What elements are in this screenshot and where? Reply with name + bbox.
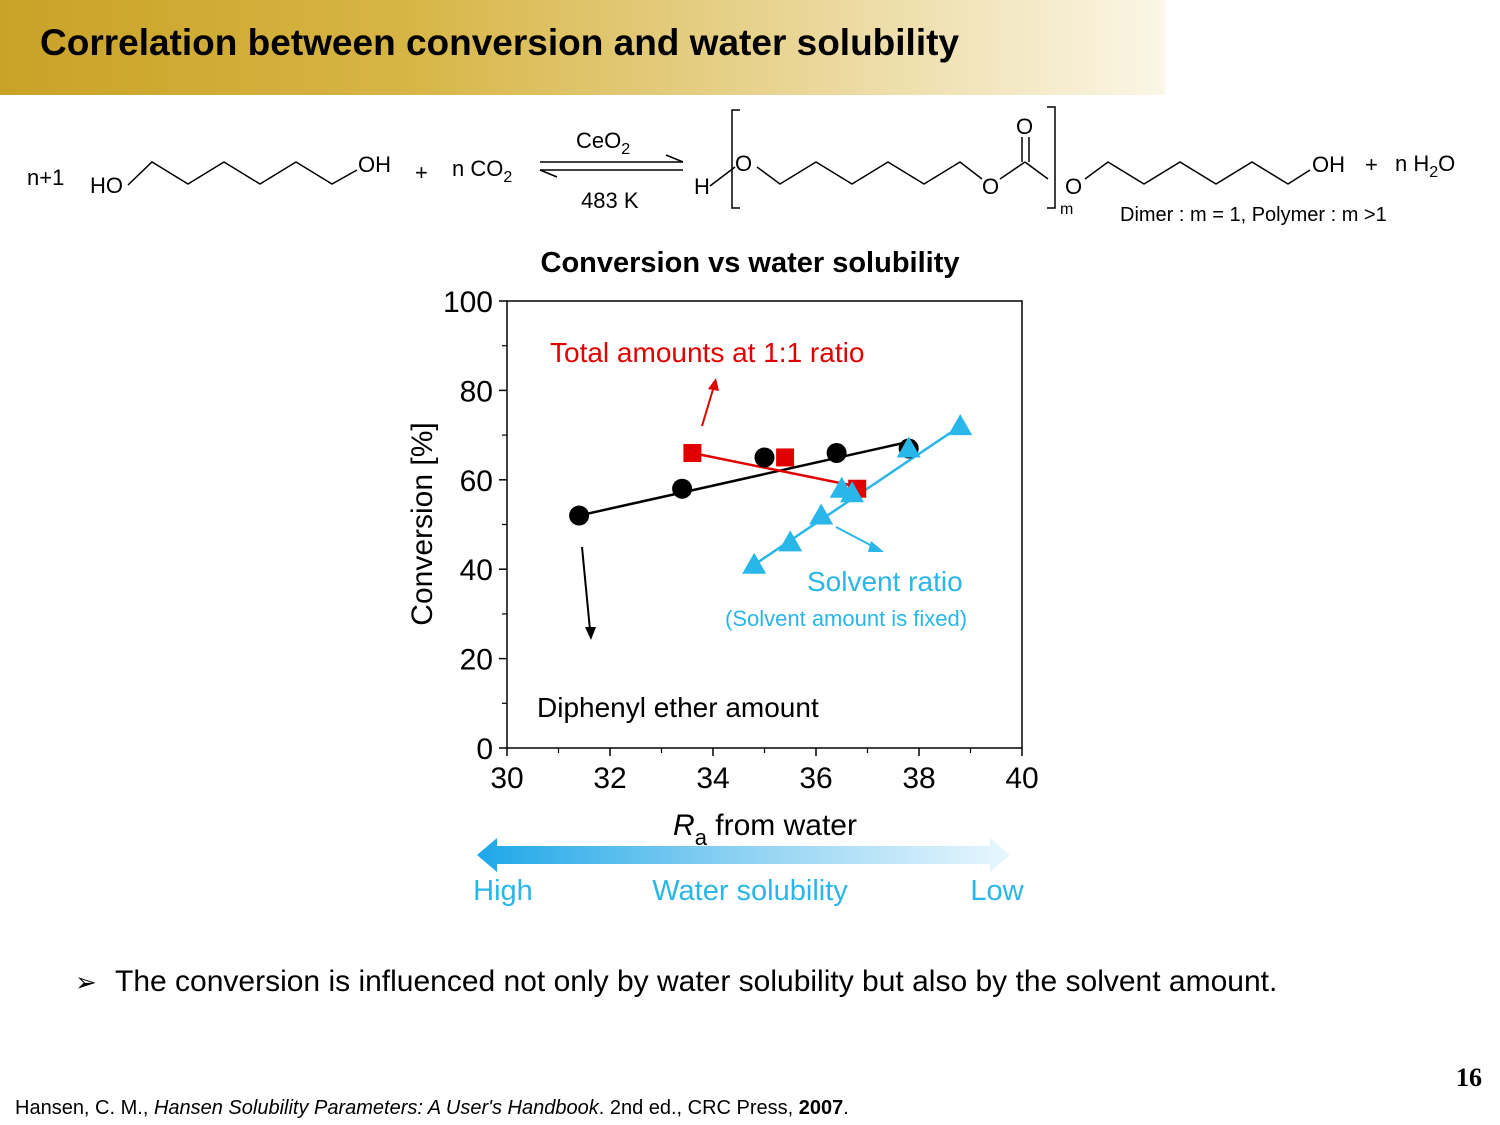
hexanediol-chain xyxy=(127,161,358,186)
chart-title: Conversion vs water solubility xyxy=(541,247,960,279)
total-point xyxy=(683,443,702,462)
reaction-scheme: n+1 HO OH + n CO2 CeO2 483 K H O O O m O… xyxy=(27,106,1455,226)
diphenyl-point xyxy=(672,478,693,499)
total-point xyxy=(776,448,795,467)
carbonate-chain xyxy=(756,161,983,185)
hexyl-chain xyxy=(1084,161,1311,185)
oh-end-label: OH xyxy=(1312,152,1345,177)
high-label: High xyxy=(473,875,533,907)
conclusion-bullet: ➢ The conversion is influenced not only b… xyxy=(75,965,1277,999)
solubility-scale: High Water solubility Low xyxy=(473,838,1025,907)
title-bar: Correlation between conversion and water… xyxy=(0,0,1165,95)
y-tick-label: 100 xyxy=(443,286,493,319)
reference-book: Hansen Solubility Parameters: A User's H… xyxy=(153,1097,599,1119)
plus-sign-2: + xyxy=(1365,152,1378,177)
y-tick-label: 20 xyxy=(460,644,493,677)
diphenyl-arrow-line xyxy=(581,546,591,631)
o-c-bond xyxy=(999,161,1026,180)
reference-end: . xyxy=(843,1097,849,1119)
y-tick-label: 40 xyxy=(460,554,493,587)
plot-frame xyxy=(506,300,1023,749)
o-label-2: O xyxy=(982,174,999,199)
h-end-label: H xyxy=(694,174,710,199)
diphenyl-arrow-head xyxy=(585,627,596,640)
forward-arrow-head xyxy=(665,154,684,163)
oh-label: OH xyxy=(358,152,391,177)
x-tick-label: 36 xyxy=(799,762,832,795)
total-fit-line xyxy=(692,451,858,488)
o-label-3: O xyxy=(1065,174,1082,199)
plus-sign-1: + xyxy=(415,160,428,185)
solvent-ratio-annotation: Solvent ratio xyxy=(807,566,963,597)
data-markers xyxy=(569,414,973,574)
x-tick-label: 30 xyxy=(490,762,523,795)
x-tick-label: 32 xyxy=(593,762,626,795)
y-tick-label: 80 xyxy=(460,375,493,408)
coef-n-plus-1: n+1 xyxy=(27,165,64,190)
backward-arrow-head xyxy=(539,169,558,178)
solvent-arrow-line xyxy=(835,526,877,549)
conversion-chart: Conversion vs water solubility 30 32 34 36 3… xyxy=(406,247,1039,850)
page-number: 16 xyxy=(1456,1063,1482,1092)
c-o-bond xyxy=(1024,161,1049,180)
diphenyl-fit-line xyxy=(578,440,909,517)
o-label-1: O xyxy=(735,151,752,176)
water-solubility-label: Water solubility xyxy=(652,875,848,907)
bracket-left xyxy=(731,109,740,209)
bracket-right xyxy=(1047,106,1056,209)
reference-year: 2007 xyxy=(798,1097,844,1119)
solubility-double-arrow xyxy=(477,838,1010,872)
total-amounts-annotation: Total amounts at 1:1 ratio xyxy=(550,337,864,368)
dimer-polymer-note: Dimer : m = 1, Polymer : m >1 xyxy=(1120,204,1387,226)
reference-details: . 2nd ed., CRC Press, xyxy=(598,1097,799,1119)
reference-authors: Hansen, C. M., xyxy=(15,1097,154,1119)
solvent-fixed-annotation: (Solvent amount is fixed) xyxy=(725,606,967,631)
solvent-point xyxy=(778,530,803,552)
total-arrow-line xyxy=(701,385,715,427)
diphenyl-point xyxy=(754,447,775,468)
diphenyl-annotation: Diphenyl ether amount xyxy=(537,692,819,723)
solvent-point xyxy=(809,503,834,525)
low-label: Low xyxy=(970,875,1024,907)
diphenyl-point xyxy=(569,505,590,526)
x-tick-label: 34 xyxy=(696,762,729,795)
axis-ticks: 30 32 34 36 38 40 0 20 40 60 80 100 xyxy=(443,286,1039,795)
y-tick-label: 60 xyxy=(460,465,493,498)
x-tick-label: 40 xyxy=(1005,762,1038,795)
temperature-label: 483 K xyxy=(581,188,639,213)
total-arrow-head xyxy=(708,378,719,391)
x-tick-label: 38 xyxy=(902,762,935,795)
solvent-point xyxy=(896,436,921,458)
solvent-point xyxy=(840,481,865,503)
h-o-bond xyxy=(709,166,736,187)
page-title: Correlation between conversion and water… xyxy=(40,22,960,63)
bullet-arrow-icon: ➢ xyxy=(75,967,97,997)
o-carbonyl-label: O xyxy=(1016,114,1033,139)
ho-label: HO xyxy=(90,173,123,198)
solvent-point xyxy=(948,414,973,436)
reference: Hansen, C. M., Hansen Solubility Paramet… xyxy=(15,1097,849,1120)
m-subscript: m xyxy=(1060,201,1073,218)
solvent-point xyxy=(742,552,767,574)
diphenyl-point xyxy=(826,442,847,463)
y-axis-label: Conversion [%] xyxy=(406,422,439,625)
catalyst-label: CeO2 xyxy=(576,128,630,158)
y-tick-label: 0 xyxy=(476,733,493,766)
n-h2o-label: n H2O xyxy=(1395,151,1455,181)
conclusion-text: The conversion is influenced not only by… xyxy=(115,965,1278,998)
n-co2-label: n CO2 xyxy=(452,156,512,186)
x-axis-label: Ra from water xyxy=(673,809,857,850)
solvent-arrow-head xyxy=(868,541,884,552)
